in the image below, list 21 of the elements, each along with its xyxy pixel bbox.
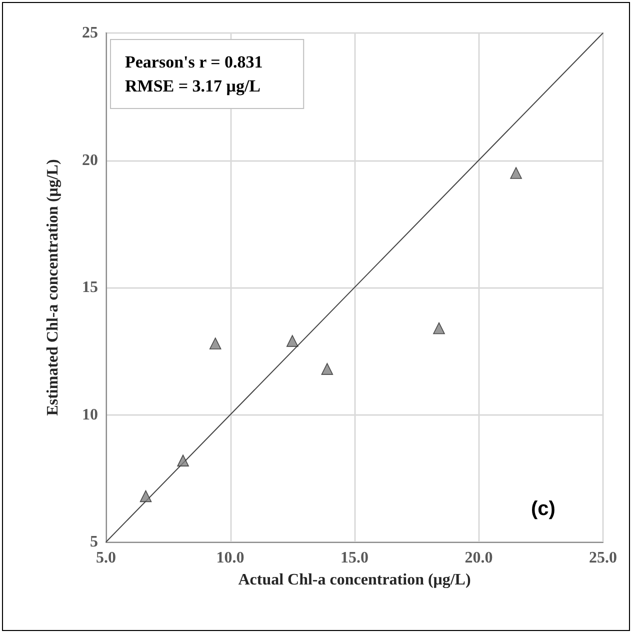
point (286, 335, 298, 347)
x-tick-label: 5.0 (96, 550, 116, 566)
point (140, 490, 152, 502)
y-tick-label: 15 (82, 279, 98, 296)
point (209, 338, 222, 350)
y-axis-title: Estimated Chl-a concentration (μg/L) (44, 159, 62, 416)
y-tick-label: 25 (82, 24, 98, 42)
annotation: (c) (531, 498, 556, 520)
point (177, 454, 189, 466)
annotation: Pearson's r = 0.831 RMSE = 3.17 μg/L (125, 52, 263, 96)
point (321, 363, 334, 375)
x-tick-label: 20.0 (464, 550, 493, 566)
y-tick-label: 10 (82, 406, 98, 424)
x-tick-label: 10.0 (216, 550, 244, 566)
point (433, 322, 445, 334)
x-tick-label: 15.0 (340, 550, 368, 566)
x-tick-label: 25.0 (589, 550, 617, 566)
point (510, 167, 522, 179)
y-tick-label: 5 (90, 534, 98, 550)
x-axis-title: Actual Chl-a concentration (μg/L) (238, 572, 471, 588)
y-tick-label: 20 (82, 152, 98, 169)
